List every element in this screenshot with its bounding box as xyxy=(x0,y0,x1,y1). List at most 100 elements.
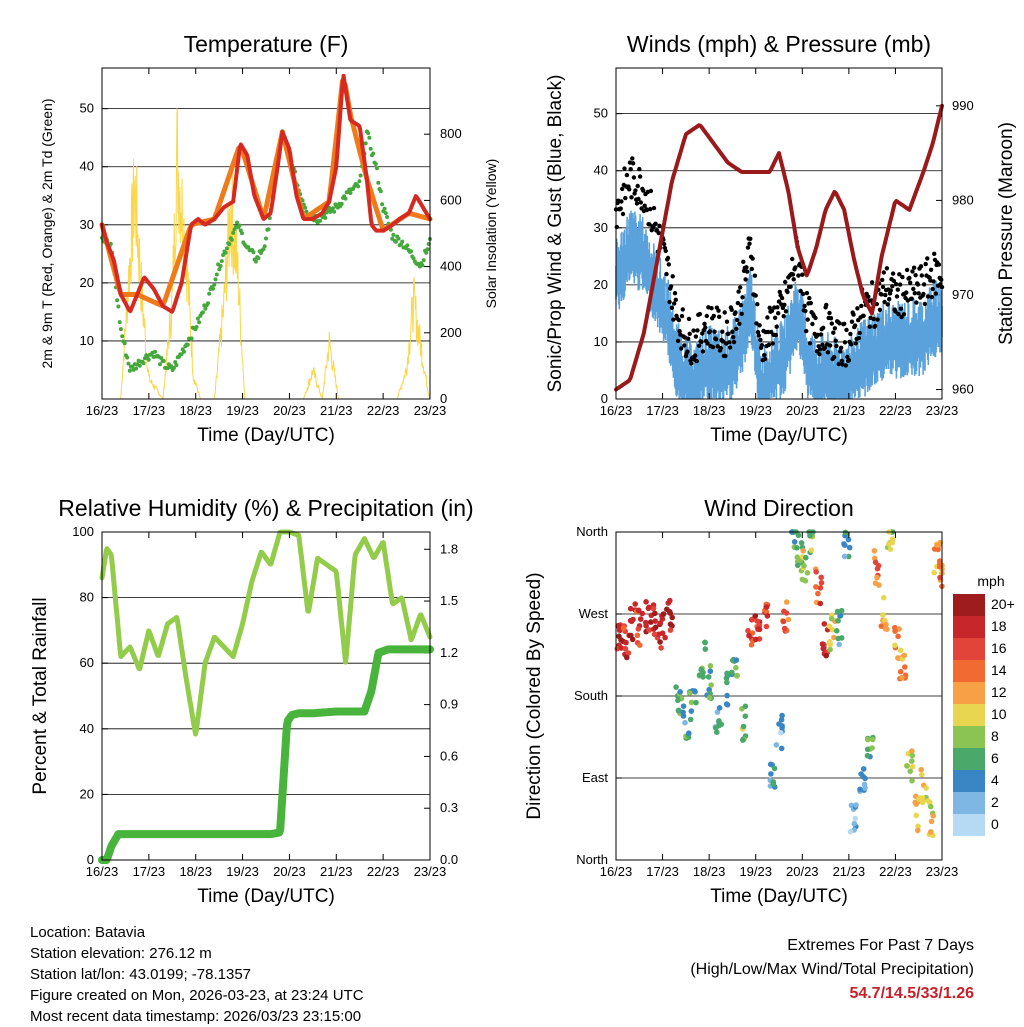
station-info: Location: Batavia Station elevation: 276… xyxy=(30,922,364,1027)
dewpoint-point xyxy=(262,244,267,249)
station-elevation: Station elevation: 276.12 m xyxy=(30,945,212,962)
colorbar-swatch xyxy=(953,748,985,770)
wind-direction-point xyxy=(882,625,889,632)
winds-xtick-label: 20/23 xyxy=(786,403,819,418)
direction-ytick-label: North xyxy=(576,524,608,539)
wind-direction-point xyxy=(860,773,866,780)
wind-direction-point xyxy=(632,601,638,607)
wind-direction-point xyxy=(842,542,848,548)
wind-direction-point xyxy=(729,669,735,676)
wind-direction-point xyxy=(864,752,871,759)
wind-direction-point xyxy=(878,623,885,629)
temperature-ytick-label: 10 xyxy=(80,333,94,348)
wind-direction-point xyxy=(936,563,943,570)
dewpoint-point xyxy=(251,250,256,255)
wind-direction-point xyxy=(869,745,875,751)
direction-xtick-label: 22/23 xyxy=(879,864,912,879)
wind-direction-point xyxy=(869,736,876,743)
wind-direction-point xyxy=(702,646,709,652)
wind-gust-point xyxy=(925,294,931,299)
wind-direction-point xyxy=(778,745,785,752)
dewpoint-point xyxy=(116,304,121,309)
temperature-ytick-right-label: 400 xyxy=(440,259,462,274)
wind-direction-point xyxy=(852,815,858,822)
wind-direction-point xyxy=(714,729,720,735)
wind-gust-point xyxy=(852,323,858,328)
wind-direction-point xyxy=(778,716,785,723)
wind-gust-point xyxy=(682,343,687,348)
wind-gust-point xyxy=(932,251,937,256)
wind-direction-point xyxy=(643,599,649,605)
winds-ylabel: Sonic/Prop Wind & Gust (Blue, Black) xyxy=(545,75,566,393)
extremes-values: 54.7/14.5/33/1.26 xyxy=(849,985,974,1002)
wind-gust-point xyxy=(762,356,768,362)
winds-ytick-right-label: 960 xyxy=(952,382,974,397)
temp-2m-line xyxy=(100,73,432,314)
wind-gust-point xyxy=(921,291,926,297)
wind-direction-point xyxy=(768,771,774,777)
wind-gust-point xyxy=(744,265,749,270)
wind-gust-point xyxy=(710,344,716,350)
dewpoint-point xyxy=(118,327,123,332)
wind-gust-point xyxy=(672,291,678,296)
dewpoint-point xyxy=(383,211,388,216)
wind-direction-point xyxy=(898,647,904,654)
wind-gust-point xyxy=(756,333,761,338)
wind-direction-point xyxy=(935,546,941,553)
wind-direction-point xyxy=(872,559,879,566)
wind-direction-point xyxy=(624,654,630,661)
wind-direction-point xyxy=(776,721,782,727)
wind-gust-point xyxy=(697,311,702,317)
wind-direction-point xyxy=(909,758,915,764)
wind-direction-point xyxy=(740,723,747,730)
figure-created: Figure created on Mon, 2026-03-23, at 23… xyxy=(30,987,364,1004)
direction-ytick-label: West xyxy=(579,606,609,621)
wind-gust-point xyxy=(869,280,875,285)
wind-gust-point xyxy=(918,264,924,269)
wind-gust-point xyxy=(731,339,737,345)
colorbar-label: 4 xyxy=(991,772,999,788)
wind-direction-point xyxy=(733,664,739,671)
wind-direction-point xyxy=(899,674,905,681)
wind-direction-point xyxy=(622,645,629,652)
wind-gust-point xyxy=(783,279,788,285)
wind-direction-point xyxy=(841,553,848,560)
wind-gust-point xyxy=(893,309,898,314)
wind-gust-point xyxy=(859,303,864,309)
colorbar-swatch xyxy=(953,638,985,660)
direction-xtick-label: 21/23 xyxy=(833,864,866,879)
wind-gust-point xyxy=(933,291,938,296)
direction-xtick-label: 23/23 xyxy=(926,864,959,879)
wind-gust-point xyxy=(648,188,654,194)
dewpoint-point xyxy=(391,232,396,237)
wind-direction-point xyxy=(763,604,770,610)
dewpoint-point xyxy=(130,364,135,369)
wind-direction-point xyxy=(826,623,833,630)
wind-gust-point xyxy=(665,255,671,261)
wind-gust-point xyxy=(871,316,876,322)
wind-direction-point xyxy=(724,702,731,708)
wind-gust-point xyxy=(777,289,782,295)
dewpoint-point xyxy=(197,320,202,325)
wind-direction-point xyxy=(915,827,921,834)
wind-direction-point xyxy=(705,674,712,680)
wind-gust-point xyxy=(762,352,767,358)
colorbar-title: mph xyxy=(977,573,1004,589)
wind-gust-point xyxy=(803,308,808,314)
wind-direction-point xyxy=(764,613,771,619)
dewpoint-point xyxy=(127,368,132,373)
dewpoint-point xyxy=(396,236,401,241)
wind-gust-point xyxy=(704,313,709,319)
wind-direction-point xyxy=(813,569,819,575)
wind-direction-point xyxy=(625,650,632,656)
wind-direction-point xyxy=(919,771,925,778)
wind-direction-point xyxy=(675,697,681,704)
wind-gust-point xyxy=(711,313,716,319)
humidity-xlabel: Time (Day/UTC) xyxy=(197,886,335,907)
wind-direction-point xyxy=(716,718,722,724)
dewpoint-point xyxy=(375,166,379,171)
wind-gust-point xyxy=(818,332,824,337)
wind-direction-point xyxy=(651,631,658,638)
wind-gust-point xyxy=(909,296,914,301)
wind-direction-point xyxy=(934,542,940,548)
